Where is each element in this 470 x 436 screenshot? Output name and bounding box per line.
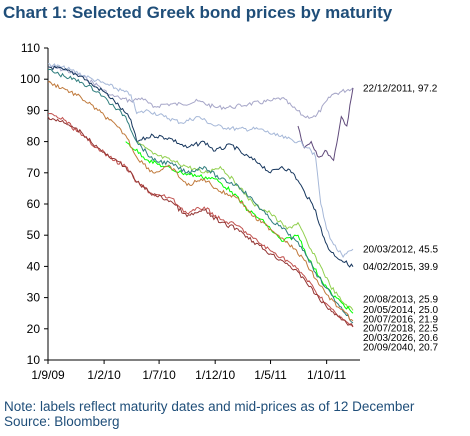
series-end-label: 22/12/2011, 97.2 <box>363 83 438 94</box>
series-end-label: 04/02/2015, 39.9 <box>363 262 439 273</box>
series-line <box>136 141 354 311</box>
y-tick-label: 20 <box>27 322 41 336</box>
y-tick-label: 110 <box>21 41 40 55</box>
series-end-label: 20/07/2018, 22.5 <box>363 324 439 335</box>
chart-title: Chart 1: Selected Greek bond prices by m… <box>3 3 393 22</box>
y-tick-label: 100 <box>20 72 40 86</box>
y-tick-label: 10 <box>27 353 41 367</box>
end-labels: 22/12/2011, 97.2 20/03/2012, 45.5 04/02/20… <box>363 83 439 353</box>
series-line <box>47 112 354 328</box>
x-tick-label: 1/12/10 <box>195 368 235 382</box>
series-end-label: 20/08/2013, 25.9 <box>363 295 439 306</box>
y-tick-label: 80 <box>27 135 41 149</box>
x-tick-label: 1/5/11 <box>254 368 287 382</box>
y-tick-label: 60 <box>27 197 41 211</box>
y-tick-label: 40 <box>27 259 41 273</box>
series-line <box>47 65 354 268</box>
series-line <box>297 87 354 162</box>
series-end-label: 20/03/2012, 45.5 <box>363 245 439 256</box>
series-end-label: 20/05/2014, 25.0 <box>363 305 439 316</box>
series-line <box>47 116 354 327</box>
y-tick-label: 90 <box>27 103 41 117</box>
series-lines <box>47 63 354 328</box>
x-tick-label: 1/2/10 <box>87 368 121 382</box>
series-line <box>47 63 354 259</box>
x-tick-label: 1/9/09 <box>31 368 65 382</box>
series-line <box>47 80 354 322</box>
axes: 10 20 30 40 50 60 70 80 90 100 110 1/9/09 1/2/10 1/7/… <box>20 41 360 382</box>
series-end-label: 20/09/2040, 20.7 <box>363 342 439 353</box>
x-tick-label: 1/7/10 <box>142 368 176 382</box>
y-tick-label: 70 <box>27 166 41 180</box>
series-line <box>47 68 354 324</box>
y-tick-label: 50 <box>27 228 41 242</box>
series-end-label: 20/07/2016, 21.9 <box>363 314 439 325</box>
series-end-label: 20/03/2026, 20.6 <box>363 333 439 344</box>
series-line <box>125 141 354 314</box>
x-tick-label: 1/10/11 <box>307 368 346 382</box>
y-tick-label: 30 <box>27 291 41 305</box>
series-line <box>47 65 354 120</box>
chart-source: Source: Bloomberg <box>4 414 120 429</box>
chart-note: Note: labels reflect maturity dates and … <box>4 399 415 414</box>
